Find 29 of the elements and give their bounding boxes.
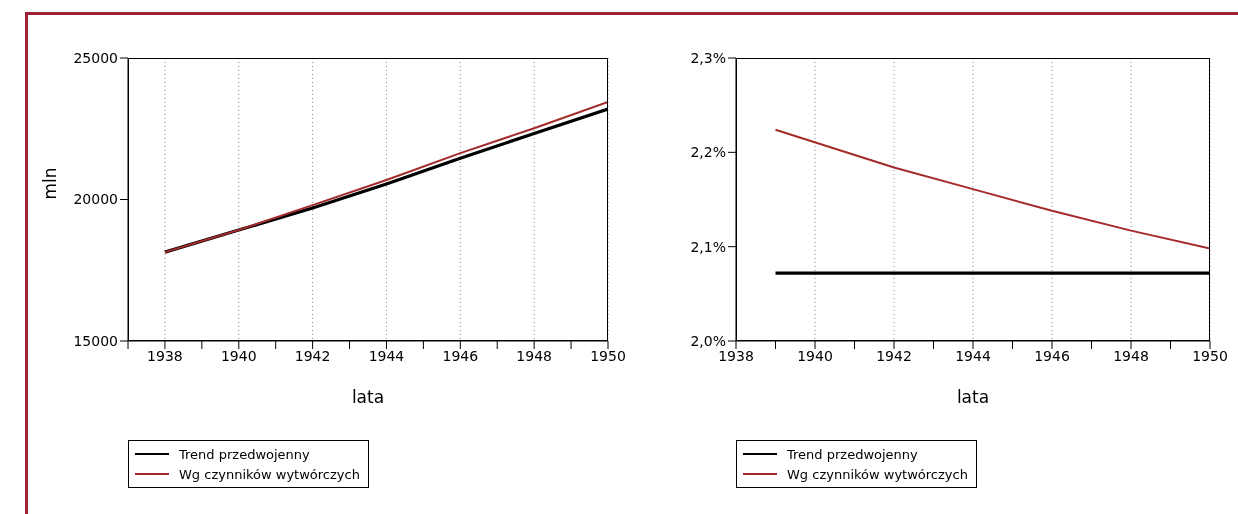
y-tick-label: 25000: [73, 49, 118, 66]
legend-label: Trend przedwojenny: [179, 446, 310, 462]
x-tick-label: 1946: [442, 347, 479, 364]
y-axis-title: mln: [40, 167, 61, 200]
y-tick-label: 15000: [73, 332, 118, 349]
legend-label: Wg czynników wytwórczych: [787, 466, 968, 482]
x-axis-title: lata: [351, 387, 385, 407]
x-tick-label: 1950: [1192, 347, 1228, 364]
x-tick-label: 1946: [1034, 347, 1070, 364]
x-tick-label: 1940: [797, 347, 833, 364]
y-tick-label: 2,3%: [690, 49, 726, 66]
x-tick-label: 1944: [955, 347, 991, 364]
x-tick-label: 1940: [220, 347, 257, 364]
x-tick-label: 1942: [294, 347, 331, 364]
x-axis-title: lata: [956, 387, 990, 407]
x-tick-label: 1938: [718, 347, 754, 364]
x-tick-label: 1944: [368, 347, 405, 364]
x-tick-label: 1948: [1113, 347, 1149, 364]
legend-label: Trend przedwojenny: [787, 446, 918, 462]
y-tick-label: 2,1%: [690, 238, 726, 255]
x-tick-label: 1938: [147, 347, 183, 364]
y-tick-label: 20000: [73, 191, 118, 208]
x-tick-label: 1942: [876, 347, 912, 364]
line-series: [774, 128, 1210, 250]
y-tick-label: 2,0%: [690, 332, 726, 349]
legend-label: Wg czynników wytwórczych: [179, 466, 360, 482]
y-tick-label: 2,2%: [690, 144, 726, 161]
x-tick-label: 1948: [516, 347, 552, 364]
x-tick-label: 1950: [590, 347, 626, 364]
